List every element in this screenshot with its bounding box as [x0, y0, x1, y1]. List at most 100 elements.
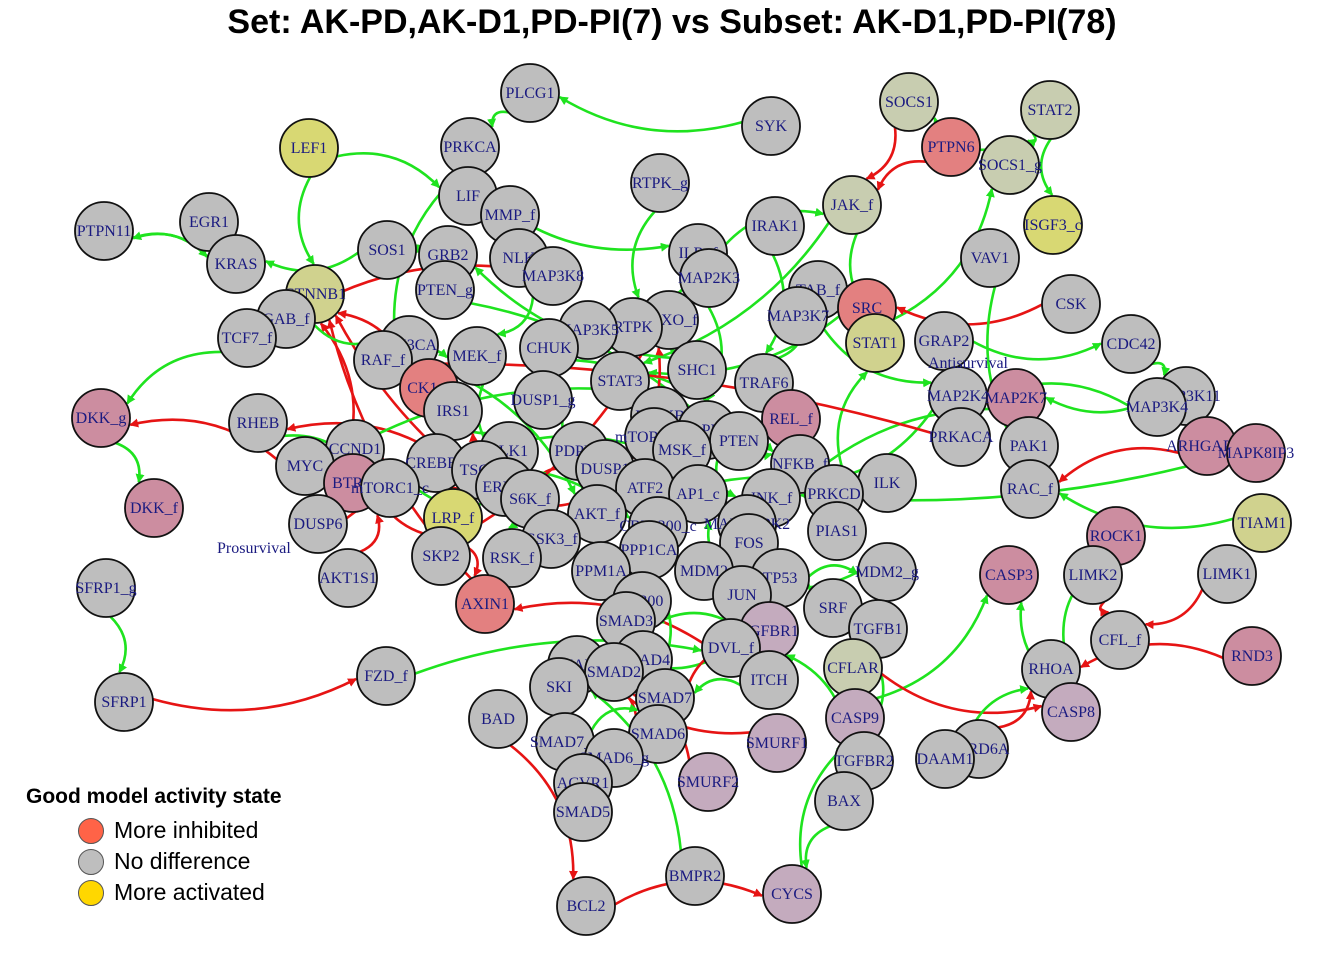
inhibition-edge-cflar-to-casp8: [881, 674, 1041, 713]
node-label-prkaca: PRKACA: [929, 429, 994, 446]
node-label-mtorc1-c: mTORC1_c: [351, 480, 429, 497]
node-label-skp2: SKP2: [422, 548, 459, 565]
node-label-map3k7: MAP3K7: [767, 308, 829, 325]
node-label-rnd3: RND3: [1231, 648, 1273, 665]
node-label-mapk8ip3: MAPK8IP3: [1218, 445, 1294, 462]
node-label-srf: SRF: [819, 600, 848, 617]
node-label-dusp6: DUSP6: [294, 516, 343, 533]
node-label-s6k-f: S6K_f: [509, 491, 551, 508]
node-label-isgf3-c: ISGF3_c: [1024, 217, 1082, 234]
node-label-smad3: SMAD3: [599, 613, 653, 630]
node-ski: SKI: [530, 658, 588, 716]
annotation-prosurvival: Prosurvival: [217, 540, 291, 557]
node-pias1: PIAS1: [808, 502, 866, 560]
activation-edge-plcg1-to-prkca: [492, 112, 508, 127]
activation-edge-sfrp1_g-to-sfrp1: [111, 617, 126, 673]
legend-item-activated: More activated: [78, 877, 282, 908]
node-label-irs1: IRS1: [437, 403, 470, 420]
node-daam1: DAAM1: [916, 730, 974, 788]
node-label-vav1: VAV1: [971, 250, 1010, 267]
node-limk1: LIMK1: [1198, 545, 1256, 603]
node-label-syk: SYK: [755, 118, 787, 135]
node-label-jun: JUN: [727, 587, 757, 604]
node-itch: ITCH: [740, 651, 798, 709]
node-rtpk-g: RTPK_g: [631, 154, 689, 212]
node-ilk: ILK: [858, 454, 916, 512]
node-label-grap2: GRAP2: [919, 333, 970, 350]
node-label-lef1: LEF1: [291, 140, 327, 157]
node-rnd3: RND3: [1223, 627, 1281, 685]
node-label-raf-f: RAF_f: [361, 352, 406, 369]
node-label-tgfb1: TGFB1: [854, 621, 903, 638]
node-tcf7-f: TCF7_f: [218, 309, 276, 367]
node-axin1: AXIN1: [456, 575, 514, 633]
node-label-limk2: LIMK2: [1069, 567, 1118, 584]
node-label-socs1-g: SOCS1_g: [978, 157, 1042, 174]
legend-swatch-inhibited: [78, 818, 104, 844]
legend-item-inhibited: More inhibited: [78, 815, 282, 846]
node-label-ppm1a: PPM1A: [575, 563, 627, 580]
activation-edge-stat2-to-isgf3_c: [1041, 139, 1052, 195]
node-map3k7: MAP3K7: [767, 287, 829, 345]
legend-swatch-neutral: [78, 849, 104, 875]
activation-edge-tiam1-to-rac_f: [1060, 493, 1234, 528]
node-syk: SYK: [742, 97, 800, 155]
node-label-bmpr2: BMPR2: [669, 868, 721, 885]
node-skp2: SKP2: [412, 527, 470, 585]
node-vav1: VAV1: [961, 229, 1019, 287]
node-tiam1: TIAM1: [1233, 494, 1291, 552]
node-label-rac-f: RAC_f: [1007, 481, 1054, 498]
node-label-ap1-c: AP1_c: [676, 486, 720, 503]
node-label-mmp-f: MMP_f: [485, 207, 536, 224]
node-label-axin1: AXIN1: [461, 596, 509, 613]
node-label-ptpn11: PTPN11: [77, 223, 132, 240]
node-irak1: IRAK1: [746, 197, 804, 255]
node-akt1s1: AKT1S1: [319, 549, 377, 607]
node-label-cfl-f: CFL_f: [1099, 632, 1142, 649]
node-label-csk: CSK: [1055, 296, 1087, 313]
node-label-dkk-g: DKK_g: [76, 410, 127, 427]
activation-edge-itch-to-smad7: [695, 679, 741, 693]
node-label-sfrp1: SFRP1: [101, 694, 146, 711]
node-label-smad5: SMAD5: [556, 804, 610, 821]
activation-edge-rtpk_g-to-rtpk: [632, 212, 654, 298]
inhibition-edge-limk1-to-cfl_f: [1146, 589, 1203, 624]
node-lef1: LEF1: [280, 119, 338, 177]
node-bcl2: BCL2: [557, 877, 615, 935]
node-label-stat2: STAT2: [1028, 102, 1073, 119]
node-jak-f: JAK_f: [823, 176, 881, 234]
node-label-irak1: IRAK1: [751, 218, 798, 235]
node-label-cflar: CFLAR: [827, 660, 879, 677]
node-smurf1: SMURF1: [746, 714, 808, 772]
node-label-bcl2: BCL2: [566, 898, 605, 915]
node-label-dusp1-g: DUSP1_g: [511, 392, 576, 409]
node-label-bad: BAD: [481, 711, 515, 728]
node-label-smurf2: SMURF2: [677, 774, 739, 791]
node-label-prkca: PRKCA: [443, 139, 497, 156]
node-pten: PTEN: [710, 412, 768, 470]
node-mek-f: MEK_f: [448, 327, 506, 385]
node-label-akt1s1: AKT1S1: [319, 570, 377, 587]
node-mdm2-g: MDM2_g: [855, 543, 919, 601]
node-fzd-f: FZD_f: [357, 647, 415, 705]
legend-item-neutral: No difference: [78, 846, 282, 877]
inhibition-edge-arhgap24-to-rac_f: [1059, 448, 1179, 482]
activation-edge-cdc42-to-map3k11: [1152, 363, 1165, 375]
node-label-mek-f: MEK_f: [453, 348, 503, 365]
node-label-casp8: CASP8: [1047, 704, 1095, 721]
node-label-lrp-f: LRP_f: [432, 510, 475, 527]
node-label-rhoa: RHOA: [1028, 661, 1074, 678]
node-label-map2k4: MAP2K4: [927, 388, 989, 405]
node-label-rock1: ROCK1: [1090, 528, 1142, 545]
inhibition-edge-csk-to-src: [897, 305, 1042, 325]
legend-label-activated: More activated: [114, 879, 265, 906]
node-label-daam1: DAAM1: [917, 751, 974, 768]
legend: Good model activity state More inhibited…: [26, 785, 282, 908]
node-label-map3k4: MAP3K4: [1126, 399, 1188, 416]
node-label-sos1: SOS1: [368, 242, 405, 259]
node-label-stat3: STAT3: [598, 373, 643, 390]
node-label-pten: PTEN: [719, 433, 759, 450]
node-dkk-g: DKK_g: [72, 389, 130, 447]
node-rac-f: RAC_f: [1001, 460, 1059, 518]
inhibition-edge-sfrp1-to-fzd_f: [153, 679, 356, 710]
